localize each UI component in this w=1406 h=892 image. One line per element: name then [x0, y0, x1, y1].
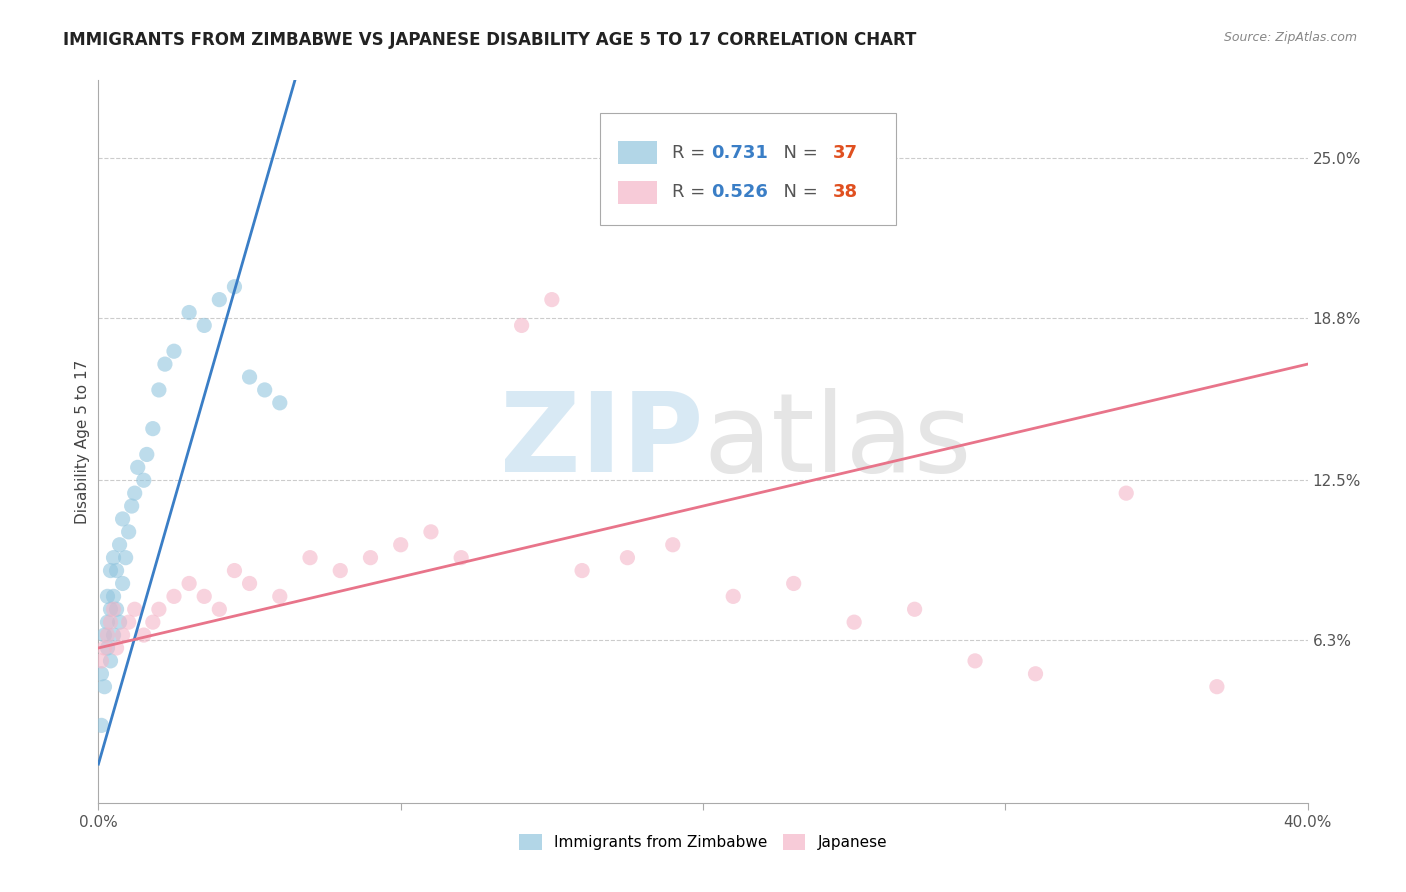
- Point: [93, 680, 115, 694]
- Point: [148, 602, 170, 616]
- Point: [224, 564, 246, 578]
- Point: [224, 279, 246, 293]
- Point: [103, 590, 125, 604]
- Point: [193, 318, 215, 333]
- Point: [103, 602, 125, 616]
- Point: [1206, 680, 1229, 694]
- Text: 0.731: 0.731: [711, 144, 768, 161]
- Point: [661, 538, 683, 552]
- Point: [96, 615, 118, 630]
- Point: [132, 628, 155, 642]
- Point: [1024, 666, 1046, 681]
- Point: [616, 550, 638, 565]
- Point: [118, 524, 141, 539]
- Point: [783, 576, 806, 591]
- Point: [208, 602, 231, 616]
- Point: [299, 550, 322, 565]
- Point: [132, 473, 155, 487]
- Point: [111, 628, 134, 642]
- Point: [148, 383, 170, 397]
- Legend: Immigrants from Zimbabwe, Japanese: Immigrants from Zimbabwe, Japanese: [513, 829, 893, 856]
- Point: [105, 564, 128, 578]
- Point: [163, 344, 186, 359]
- Point: [96, 590, 118, 604]
- Point: [93, 640, 115, 655]
- Point: [103, 628, 125, 642]
- Point: [239, 576, 262, 591]
- Point: [179, 305, 201, 319]
- Text: R =: R =: [672, 183, 710, 202]
- Point: [208, 293, 231, 307]
- Text: atlas: atlas: [703, 388, 972, 495]
- Point: [121, 499, 143, 513]
- Point: [510, 318, 533, 333]
- Point: [90, 718, 112, 732]
- FancyBboxPatch shape: [600, 112, 897, 225]
- Point: [1115, 486, 1137, 500]
- Point: [100, 654, 122, 668]
- Text: R =: R =: [672, 144, 710, 161]
- Point: [105, 602, 128, 616]
- Point: [389, 538, 412, 552]
- Text: IMMIGRANTS FROM ZIMBABWE VS JAPANESE DISABILITY AGE 5 TO 17 CORRELATION CHART: IMMIGRANTS FROM ZIMBABWE VS JAPANESE DIS…: [63, 31, 917, 49]
- Text: N =: N =: [772, 183, 824, 202]
- Point: [163, 590, 186, 604]
- Point: [253, 383, 276, 397]
- Point: [450, 550, 472, 565]
- Point: [571, 564, 593, 578]
- Point: [142, 422, 165, 436]
- Point: [96, 640, 118, 655]
- Point: [269, 590, 291, 604]
- Point: [124, 486, 146, 500]
- Point: [269, 396, 291, 410]
- Point: [193, 590, 215, 604]
- Point: [904, 602, 927, 616]
- Point: [239, 370, 262, 384]
- Point: [105, 640, 128, 655]
- Point: [360, 550, 382, 565]
- Point: [127, 460, 149, 475]
- Text: ZIP: ZIP: [499, 388, 703, 495]
- Point: [100, 602, 122, 616]
- Point: [100, 615, 122, 630]
- Point: [135, 447, 157, 461]
- Bar: [619, 181, 657, 204]
- Bar: [619, 141, 657, 164]
- Text: 37: 37: [832, 144, 858, 161]
- Point: [118, 615, 141, 630]
- Point: [124, 602, 146, 616]
- Point: [100, 564, 122, 578]
- Text: 0.526: 0.526: [711, 183, 768, 202]
- Point: [90, 654, 112, 668]
- Text: N =: N =: [772, 144, 824, 161]
- Point: [420, 524, 443, 539]
- Point: [96, 628, 118, 642]
- Point: [111, 512, 134, 526]
- Y-axis label: Disability Age 5 to 17: Disability Age 5 to 17: [75, 359, 90, 524]
- Point: [108, 538, 131, 552]
- Point: [108, 615, 131, 630]
- Point: [723, 590, 745, 604]
- Point: [142, 615, 165, 630]
- Point: [103, 550, 125, 565]
- Point: [93, 628, 115, 642]
- Point: [540, 293, 562, 307]
- Point: [179, 576, 201, 591]
- Text: Source: ZipAtlas.com: Source: ZipAtlas.com: [1223, 31, 1357, 45]
- Point: [114, 550, 136, 565]
- Point: [844, 615, 866, 630]
- Point: [965, 654, 987, 668]
- Point: [329, 564, 352, 578]
- Point: [111, 576, 134, 591]
- Point: [90, 666, 112, 681]
- Text: 38: 38: [832, 183, 858, 202]
- Point: [153, 357, 176, 371]
